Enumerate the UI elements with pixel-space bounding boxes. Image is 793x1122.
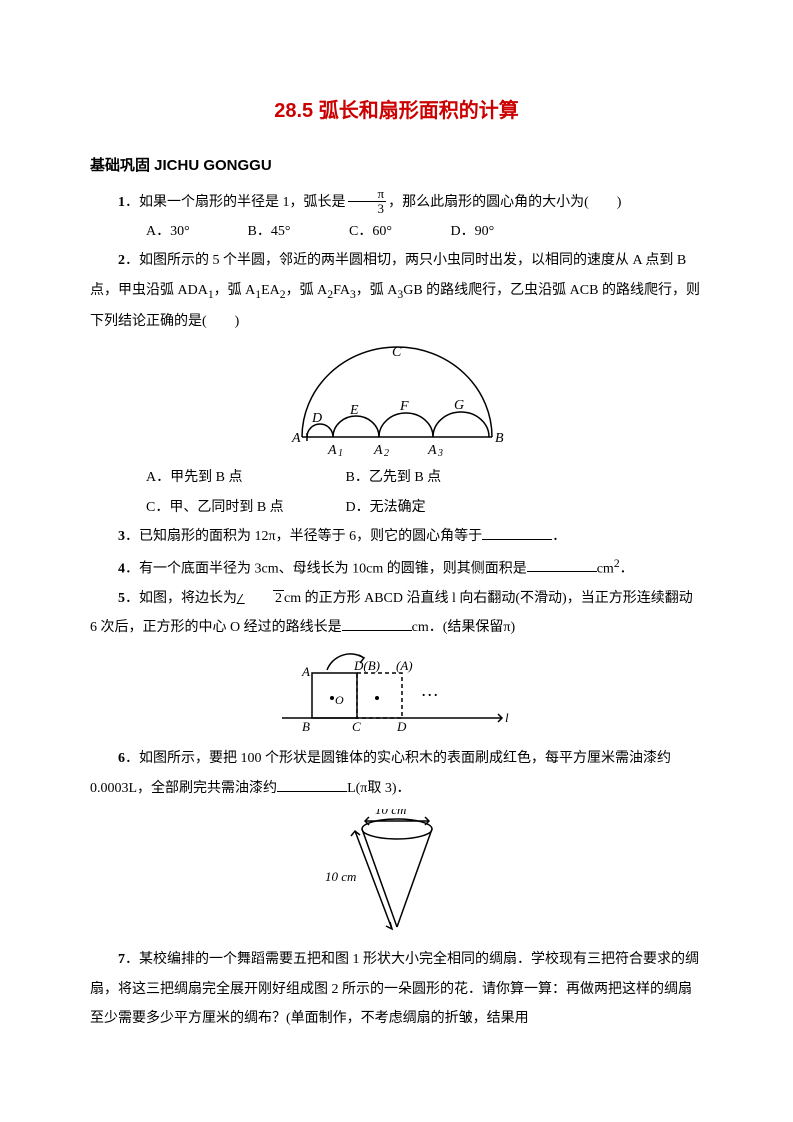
svg-text:D: D bbox=[396, 719, 407, 734]
q3-num: 3 bbox=[118, 529, 125, 544]
q2-stem: 2．如图所示的 5 个半圆，邻近的两半圆相切，两只小虫同时出发，以相同的速度从 … bbox=[90, 246, 703, 336]
q4-blank bbox=[527, 557, 597, 572]
svg-text:A: A bbox=[427, 443, 437, 457]
svg-text:B: B bbox=[495, 431, 504, 446]
svg-text:3: 3 bbox=[437, 448, 443, 457]
svg-text:C: C bbox=[352, 719, 361, 734]
q1-opt-d: D．90° bbox=[423, 217, 521, 246]
q1-opt-b: B．45° bbox=[220, 217, 318, 246]
svg-text:C: C bbox=[392, 345, 402, 360]
sqrt-2: 2 bbox=[237, 584, 284, 613]
svg-text:O: O bbox=[335, 693, 344, 707]
svg-text:E: E bbox=[349, 403, 359, 418]
q1-opt-c: C．60° bbox=[321, 217, 419, 246]
section-head: 基础巩固 JICHU GONGGU bbox=[90, 150, 703, 182]
q5-stem: 5．如图，将边长为2cm 的正方形 ABCD 沿直线 l 向右翻动(不滑动)，当… bbox=[90, 584, 703, 643]
q3-blank bbox=[482, 525, 552, 540]
q3-stem: 3．已知扇形的面积为 12π，半径等于 6，则它的圆心角等于． bbox=[90, 522, 703, 551]
q2-figure: A B C D E F G A1 A2 A3 bbox=[90, 342, 703, 457]
q4-stem: 4．有一个底面半径为 3cm、母线长为 10cm 的圆锥，则其侧面积是cm2． bbox=[90, 552, 703, 584]
q1-opt-a: A．30° bbox=[118, 217, 216, 246]
svg-text:A: A bbox=[373, 443, 383, 457]
svg-text:F: F bbox=[399, 399, 409, 414]
pi-over-3: π3 bbox=[348, 187, 387, 215]
svg-text:1: 1 bbox=[338, 448, 343, 457]
svg-text:D: D bbox=[311, 411, 322, 426]
svg-text:B: B bbox=[302, 719, 310, 734]
svg-text:D(B): D(B) bbox=[353, 658, 380, 673]
q7-stem: 7．某校编排的一个舞蹈需要五把和图 1 形状大小完全相同的绸扇．学校现有三把符合… bbox=[90, 945, 703, 1033]
q5-num: 5 bbox=[118, 591, 125, 606]
q5-figure: A D(B) (A) B C D O l … bbox=[90, 648, 703, 738]
page-title: 28.5 弧长和扇形面积的计算 bbox=[90, 90, 703, 132]
q1-stem-b: ，那么此扇形的圆心角的大小为( ) bbox=[388, 195, 621, 210]
q6-num: 6 bbox=[118, 751, 125, 766]
svg-text:A: A bbox=[327, 443, 337, 457]
svg-text:G: G bbox=[454, 398, 464, 413]
svg-text:l: l bbox=[505, 710, 509, 725]
q6-figure: 10 cm 10 cm bbox=[90, 809, 703, 939]
q1-num: 1 bbox=[118, 195, 125, 210]
q2-opt-b: B．乙先到 B 点 bbox=[318, 463, 514, 492]
q2-options-row1: A．甲先到 B 点 B．乙先到 B 点 bbox=[90, 463, 703, 492]
svg-text:(A): (A) bbox=[396, 658, 413, 673]
q5-blank bbox=[342, 616, 412, 631]
q4-num: 4 bbox=[118, 561, 125, 576]
svg-text:2: 2 bbox=[384, 448, 389, 457]
q2-opt-d: D．无法确定 bbox=[318, 493, 514, 522]
q7-num: 7 bbox=[118, 952, 125, 967]
svg-text:10 cm: 10 cm bbox=[375, 809, 406, 817]
q1-options: A．30° B．45° C．60° D．90° bbox=[90, 217, 703, 246]
q2-opt-a: A．甲先到 B 点 bbox=[118, 463, 314, 492]
q2-opt-c: C．甲、乙同时到 B 点 bbox=[118, 493, 314, 522]
svg-text:A: A bbox=[291, 431, 301, 446]
q2-options-row2: C．甲、乙同时到 B 点 D．无法确定 bbox=[90, 493, 703, 522]
svg-text:10 cm: 10 cm bbox=[325, 869, 356, 884]
q6-blank bbox=[277, 777, 347, 792]
svg-text:A: A bbox=[301, 664, 310, 679]
q6-stem: 6．如图所示，要把 100 个形状是圆锥体的实心积木的表面刷成红色，每平方厘米需… bbox=[90, 744, 703, 803]
q1-stem: 1．如果一个扇形的半径是 1，弧长是π3，那么此扇形的圆心角的大小为( ) bbox=[90, 188, 703, 217]
q2-num: 2 bbox=[118, 253, 125, 268]
q1-stem-a: ．如果一个扇形的半径是 1，弧长是 bbox=[125, 195, 346, 210]
svg-text:…: … bbox=[422, 680, 438, 700]
